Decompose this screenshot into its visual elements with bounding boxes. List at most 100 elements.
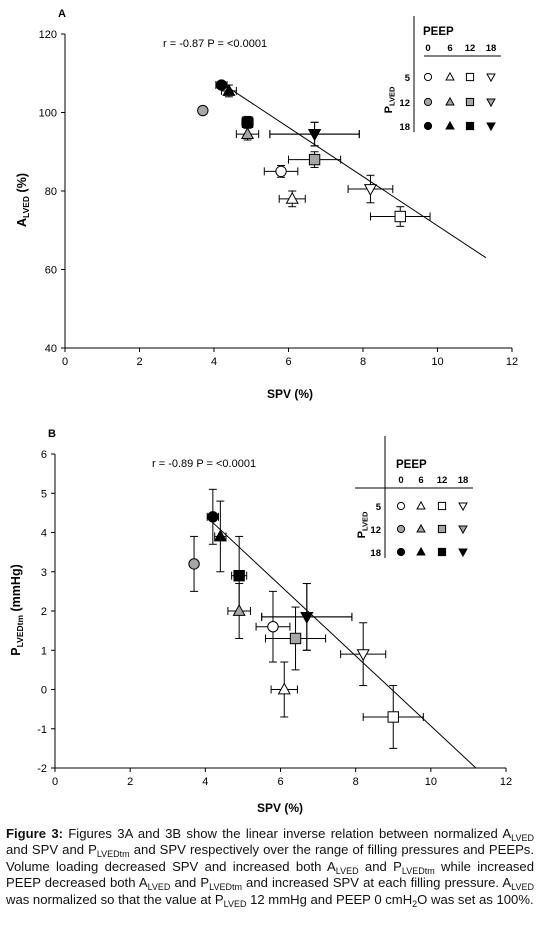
data-point: [277, 682, 291, 695]
y-axis-label-sub: LVEDtm: [15, 615, 25, 648]
panel-label: A: [58, 8, 66, 20]
data-point: [188, 558, 200, 570]
y-axis-label-main: A: [15, 218, 29, 227]
data-point: [285, 191, 299, 204]
y-axis-label-main: P: [9, 647, 23, 655]
x-tick-label: 4: [211, 356, 217, 368]
legend-column-label: 12: [465, 43, 476, 54]
caption-text: O was set as 100%.: [417, 891, 534, 907]
y-tick-label: 1: [41, 645, 47, 657]
legend-column-label: 18: [458, 475, 469, 486]
caption-subscript: LVED: [223, 898, 247, 909]
legend-marker: [486, 122, 496, 132]
x-tick-label: 4: [202, 776, 208, 788]
data-point: [215, 79, 228, 91]
figure-caption: Figure 3: Figures 3A and 3B show the lin…: [6, 826, 534, 908]
x-tick-label: 10: [431, 356, 443, 368]
y-tick-label: -1: [37, 724, 47, 736]
legend-marker: [423, 72, 433, 82]
legend-marker: [445, 96, 455, 106]
data-point: [240, 127, 255, 140]
legend-marker: [486, 73, 496, 83]
caption-subscript: LVED: [335, 865, 359, 876]
y-tick-label: 120: [39, 29, 57, 41]
data-point: [232, 603, 246, 616]
data-point: [241, 116, 254, 129]
caption-text: and SPV respectively over the range of f…: [6, 842, 534, 874]
legend-column-label: 12: [437, 475, 448, 486]
data-point: [233, 569, 245, 582]
legend-marker: [445, 120, 455, 130]
data-point: [387, 711, 399, 723]
legend-row-header-main: P: [356, 531, 368, 538]
data-point: [207, 511, 219, 523]
data-point: [197, 104, 209, 117]
caption-subscript: LVED: [511, 882, 534, 893]
y-tick-label: 0: [41, 685, 47, 697]
y-axis-label: PLVEDtm (mmHg): [9, 564, 25, 655]
caption-text: and P: [358, 858, 402, 874]
regression-line: [212, 522, 477, 769]
data-point: [308, 153, 321, 166]
data-point: [222, 83, 236, 96]
caption-body: Figures 3A and 3B show the linear invers…: [6, 826, 534, 909]
regression-line: [221, 82, 487, 259]
legend-row-header-sub: LVED: [361, 511, 370, 531]
y-tick-label: 2: [41, 606, 47, 618]
caption-text: and P: [170, 875, 210, 891]
x-tick-label: 10: [425, 776, 437, 788]
legend-marker: [465, 72, 475, 82]
y-tick-label: 4: [41, 528, 47, 540]
legend-row-header-sub: LVED: [388, 86, 397, 106]
caption-text: while increased PEEP decreased both A: [6, 858, 534, 891]
x-tick-label: 6: [277, 776, 283, 788]
y-tick-label: 40: [45, 343, 57, 355]
x-tick-label: 0: [52, 776, 58, 788]
legend-column-label: 6: [418, 475, 423, 486]
legend-marker: [458, 525, 468, 535]
legend-marker: [486, 98, 496, 108]
legend-marker: [465, 121, 475, 131]
legend-marker: [437, 524, 447, 534]
legend-row-label: 12: [370, 525, 381, 536]
caption-text: was normalized so that the value at P: [6, 891, 224, 907]
legend-column-header: PEEP: [423, 26, 454, 38]
legend-row-label: 18: [399, 122, 410, 133]
data-point: [363, 184, 378, 197]
legend-row-header-main: P: [383, 106, 395, 113]
legend-marker: [416, 523, 426, 533]
caption-text: and SPV and P: [6, 842, 97, 858]
legend-column-label: 0: [425, 43, 430, 54]
y-axis-label-sub: LVED: [21, 196, 31, 218]
legend-marker: [465, 97, 475, 107]
y-tick-label: 3: [41, 567, 47, 579]
caption-subscript: LVEDtm: [209, 882, 242, 893]
legend-marker: [423, 97, 433, 107]
x-tick-label: 8: [360, 356, 366, 368]
y-tick-label: 100: [39, 108, 57, 120]
caption-subscript: LVED: [147, 882, 171, 893]
x-axis-label: SPV (%): [267, 387, 313, 401]
y-axis-label-unit: (mmHg): [9, 564, 23, 615]
x-tick-label: 12: [506, 356, 518, 368]
legend-marker: [416, 500, 426, 510]
y-tick-label: 5: [41, 488, 47, 500]
legend-row-label: 5: [405, 73, 411, 84]
legend-marker: [396, 524, 406, 534]
legend-marker: [396, 547, 406, 557]
legend-column-label: 18: [486, 43, 497, 54]
data-point: [267, 621, 279, 633]
legend-marker: [396, 501, 406, 511]
y-tick-label: 6: [41, 449, 47, 461]
x-tick-label: 12: [500, 776, 512, 788]
caption-subscript: LVEDtm: [96, 849, 130, 860]
caption-subscript: LVEDtm: [401, 865, 435, 876]
data-point: [394, 210, 406, 223]
panel-label: B: [48, 428, 56, 440]
y-tick-label: -2: [37, 763, 47, 775]
correlation-annotation: r = -0.87 P = <0.0001: [163, 38, 267, 50]
correlation-annotation: r = -0.89 P = <0.0001: [152, 458, 256, 470]
